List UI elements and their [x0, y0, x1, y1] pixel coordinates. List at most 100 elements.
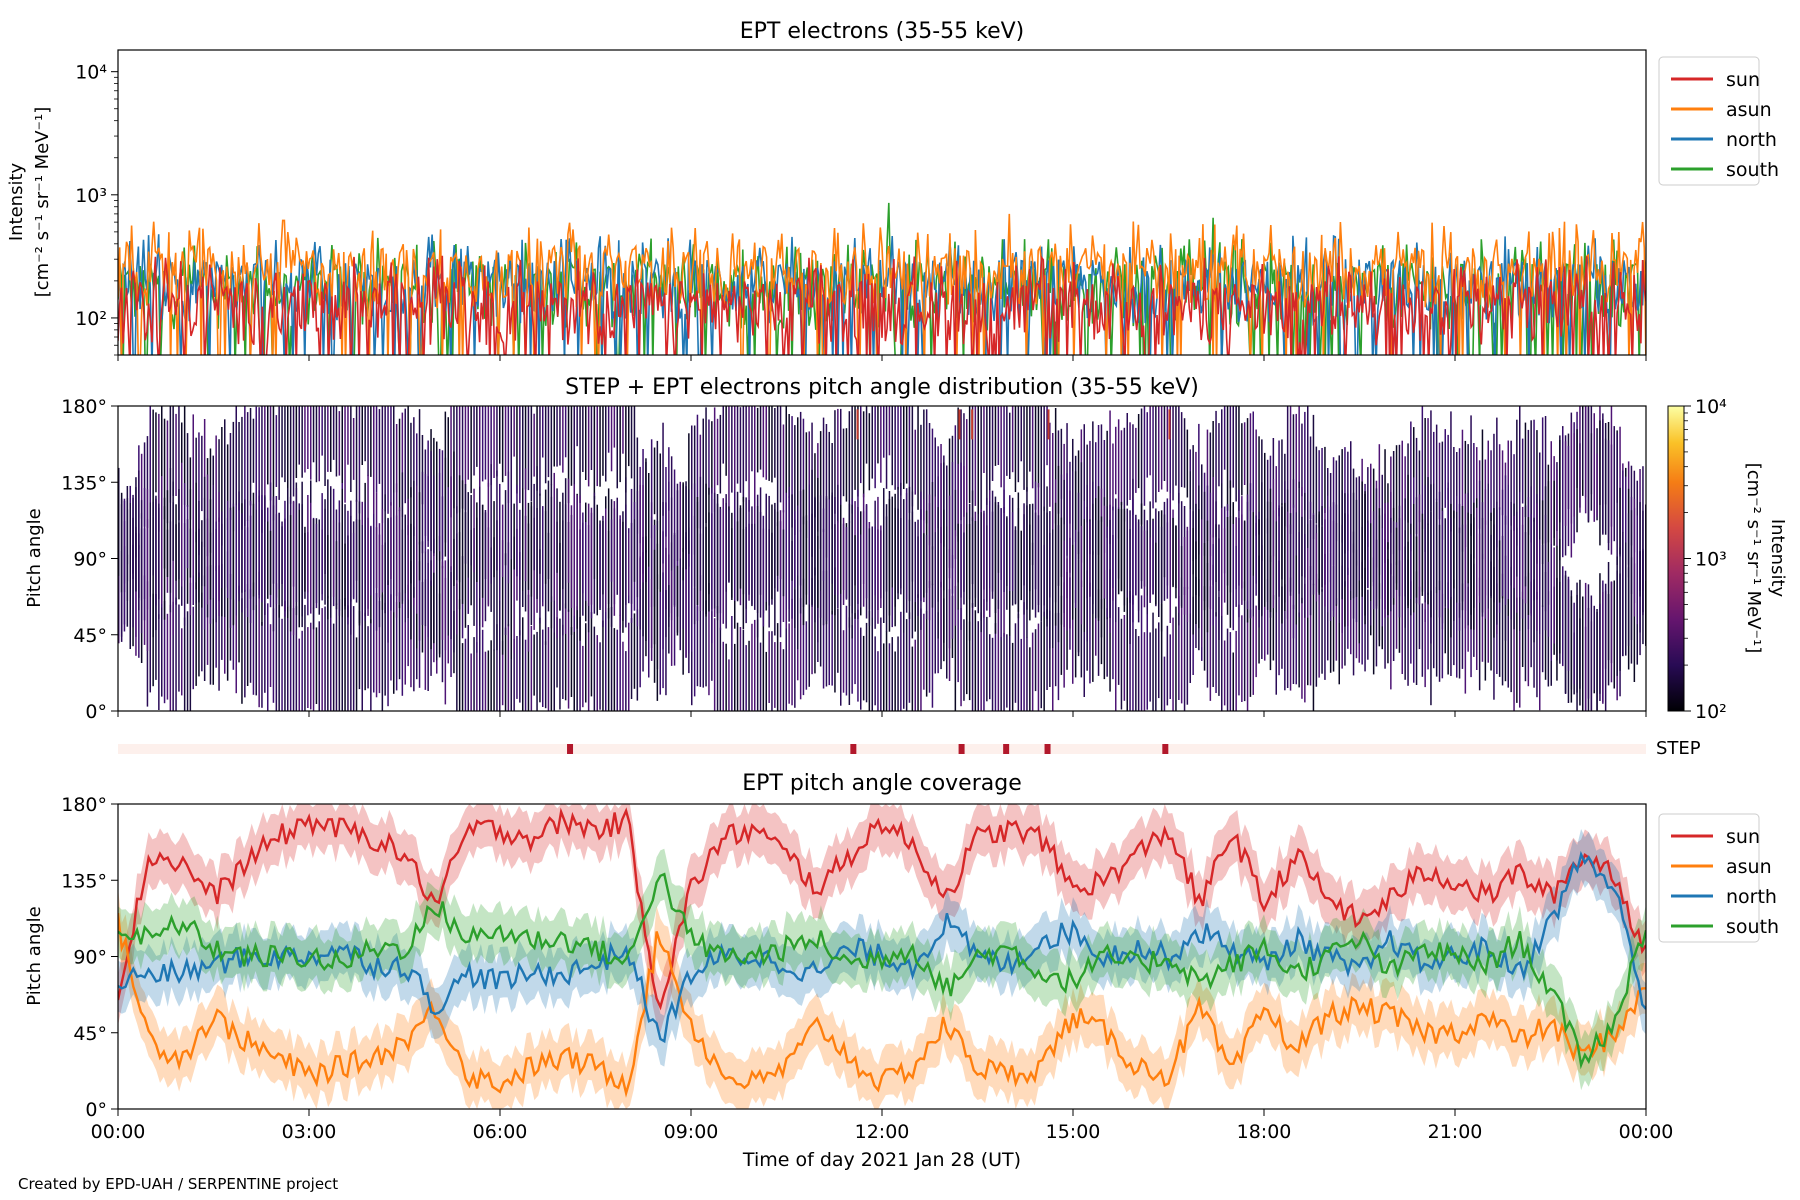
pad-column: [963, 413, 965, 517]
pad-column: [1487, 483, 1489, 587]
pad-column: [1160, 406, 1163, 490]
pad-column: [1456, 608, 1458, 678]
panel1-ylabel-line1: Intensity: [6, 162, 27, 241]
pad-column: [441, 496, 444, 560]
y-tick-label: 0°: [85, 1099, 107, 1121]
pad-column: [1630, 510, 1633, 640]
pad-column: [782, 649, 785, 711]
pad-column: [1112, 587, 1114, 680]
pad-column: [771, 406, 773, 483]
pad-column: [871, 611, 873, 711]
pad-column: [1266, 501, 1269, 610]
panel2-axes: 0°45°90°135°180°: [61, 396, 1647, 723]
pad-column: [559, 501, 561, 611]
pad-column: [536, 466, 538, 599]
pad-column: [350, 599, 352, 711]
pad-column: [1281, 586, 1283, 669]
pad-column: [1573, 602, 1575, 685]
pad-column: [1590, 433, 1593, 511]
pad-column: [1140, 526, 1143, 589]
pad-column: [765, 493, 767, 602]
pad-column: [1327, 495, 1329, 613]
pad-column: [1289, 406, 1292, 534]
pad-column: [940, 463, 942, 588]
pad-column: [1438, 580, 1441, 682]
pad-column: [977, 406, 979, 516]
pad-column: [1527, 429, 1530, 535]
pad-column: [951, 555, 954, 639]
pad-column: [327, 535, 329, 620]
pad-column: [1315, 573, 1318, 687]
pad-column: [1074, 590, 1077, 678]
pad-column: [304, 406, 306, 473]
pad-column: [378, 601, 381, 694]
pad-column: [458, 599, 461, 711]
pad-column: [848, 503, 851, 628]
pad-column: [129, 540, 131, 649]
pad-column: [854, 406, 856, 490]
pad-column: [1252, 512, 1254, 576]
pad-column: [628, 622, 630, 711]
pad-column: [519, 509, 521, 580]
pad-column: [138, 470, 140, 598]
pad-column: [925, 409, 928, 524]
pad-column: [776, 406, 779, 527]
pad-column: [1009, 617, 1011, 711]
pad-column: [450, 406, 452, 518]
pad-column: [1519, 575, 1521, 708]
pad-column: [410, 487, 412, 584]
pad-column: [158, 503, 160, 600]
pad-column: [1513, 587, 1515, 711]
pad-column: [1441, 593, 1444, 679]
pad-column: [181, 462, 183, 587]
pad-column: [1074, 529, 1077, 608]
pad-column: [771, 504, 773, 600]
pad-column: [393, 406, 395, 511]
pad-column: [501, 504, 504, 578]
pad-column: [1301, 597, 1303, 699]
pad-column: [464, 406, 467, 511]
pad-column: [1201, 519, 1203, 648]
pad-column: [1109, 519, 1111, 618]
pad-column: [1519, 492, 1521, 598]
pad-column: [361, 598, 363, 711]
pad-column: [524, 639, 527, 711]
pad-column: [324, 499, 326, 605]
pad-column: [613, 406, 616, 448]
pad-column: [685, 536, 687, 658]
pad-column: [1235, 630, 1237, 711]
pad-column: [1298, 406, 1300, 488]
panel2-title: STEP + EPT electrons pitch angle distrib…: [565, 375, 1199, 400]
pad-column: [310, 406, 312, 480]
step-marker: [1162, 744, 1169, 754]
legend-label-asun: asun: [1726, 99, 1772, 121]
pad-column: [1037, 515, 1040, 613]
pad-column: [473, 488, 475, 573]
pad-column: [705, 600, 707, 687]
pad-column: [384, 494, 386, 614]
pad-column: [605, 508, 607, 612]
pad-column: [991, 406, 994, 481]
pad-column: [1112, 443, 1114, 511]
pad-column: [731, 616, 733, 711]
pad-column: [862, 411, 865, 498]
pad-column: [1126, 413, 1128, 506]
pad-column: [375, 593, 378, 698]
pad-column: [625, 651, 627, 711]
pad-column: [702, 512, 704, 611]
pad-column: [246, 527, 249, 608]
pad-column: [602, 520, 604, 595]
pad-column: [831, 492, 833, 584]
pad-column: [1516, 511, 1518, 577]
pad-column: [496, 520, 498, 651]
pad-column: [1086, 506, 1088, 642]
pad-column: [1550, 544, 1552, 661]
pad-column: [625, 406, 627, 493]
pad-column: [880, 525, 882, 608]
pad-column: [456, 583, 458, 711]
pad-column: [814, 453, 816, 518]
pad-column: [1533, 517, 1535, 643]
pad-column: [756, 506, 759, 638]
pad-column: [1584, 626, 1587, 711]
pad-column: [1358, 497, 1360, 581]
